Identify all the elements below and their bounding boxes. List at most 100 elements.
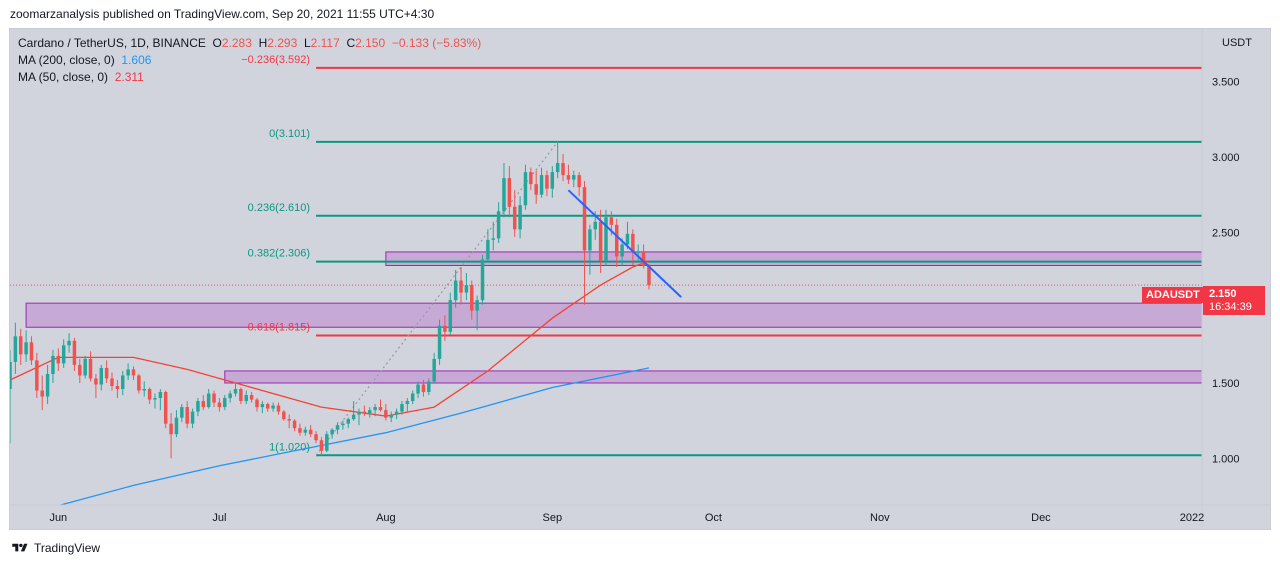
candle-28 — [158, 389, 163, 411]
x-tick-label-5: Nov — [870, 512, 890, 524]
y-tick-label-0: 1.000 — [1212, 453, 1240, 465]
ma200-label: MA (200, close, 0) — [18, 53, 115, 67]
candle-14 — [83, 355, 87, 379]
candle-25 — [142, 381, 146, 397]
candle-55 — [303, 426, 308, 436]
price-axis-unit[interactable]: USDT — [1222, 37, 1252, 49]
candle-69 — [378, 399, 383, 412]
candle-45 — [249, 392, 254, 403]
chart-pane[interactable] — [9, 28, 1271, 530]
candle-body — [174, 417, 179, 435]
candle-body — [609, 217, 614, 225]
publish-info: zoomarzanalysis published on TradingView… — [10, 7, 435, 21]
candle-body — [432, 358, 436, 382]
candle-body — [351, 414, 356, 420]
candle-10 — [61, 339, 66, 368]
candle-body — [631, 233, 635, 252]
candle-body — [217, 402, 222, 408]
candle-body — [147, 389, 152, 400]
candle-body — [287, 419, 291, 421]
ma50-legend-row[interactable]: MA (50, close, 0) 2.311 — [18, 69, 481, 86]
footer-brand[interactable]: TradingView — [34, 541, 101, 555]
candle-body — [604, 217, 608, 261]
candle-41 — [228, 390, 232, 403]
candle-body — [29, 342, 34, 361]
candle-body — [555, 163, 560, 173]
candle-5 — [35, 352, 39, 399]
candle-body — [448, 300, 453, 332]
candle-73 — [400, 401, 404, 415]
y-tick-label-4: 3.000 — [1212, 152, 1240, 164]
candle-body — [56, 355, 61, 364]
candle-body — [545, 175, 549, 189]
candle-80 — [437, 319, 442, 365]
symbol-title[interactable]: Cardano / TetherUS, 1D, BINANCE — [18, 36, 206, 50]
candle-111 — [604, 209, 608, 266]
candle-16 — [94, 373, 98, 399]
candle-body — [368, 410, 372, 414]
candle-56 — [308, 425, 313, 438]
candle-body — [163, 392, 168, 424]
candle-54 — [298, 423, 302, 436]
candle-100 — [545, 170, 549, 197]
candle-74 — [405, 398, 410, 412]
ma200-legend-row[interactable]: MA (200, close, 0) 1.606 — [18, 52, 481, 69]
candle-body — [405, 401, 410, 405]
candle-body — [303, 429, 308, 433]
candle-42 — [233, 382, 238, 397]
candle-89 — [486, 229, 490, 263]
candle-body — [110, 378, 114, 386]
candle-12 — [72, 337, 77, 371]
candle-body — [384, 410, 388, 418]
last-price-tag: 2.150 16:34:39 — [1203, 286, 1265, 315]
candle-body — [416, 384, 420, 394]
y-tick-label-5: 3.500 — [1212, 77, 1240, 89]
candle-82 — [448, 292, 453, 335]
candle-37 — [206, 389, 211, 409]
candle-34 — [190, 408, 195, 429]
fib-level-label-4: 0.618(1.815) — [248, 322, 310, 334]
candle-18 — [104, 360, 109, 383]
candle-body — [185, 407, 189, 424]
candle-body — [561, 163, 565, 176]
candle-36 — [201, 395, 206, 411]
candle-117 — [636, 244, 640, 261]
candle-body — [13, 336, 18, 362]
candle-70 — [384, 404, 388, 421]
candle-43 — [239, 387, 243, 405]
candle-body — [486, 239, 490, 260]
candle-13 — [78, 358, 82, 383]
candle-103 — [561, 154, 565, 182]
candle-body — [593, 221, 598, 230]
candle-body — [496, 211, 501, 239]
candle-body — [362, 411, 367, 414]
candle-67 — [368, 407, 372, 418]
candle-body — [529, 172, 533, 185]
candle-66 — [362, 405, 367, 417]
candle-body — [153, 398, 157, 400]
candle-39 — [217, 398, 222, 412]
candle-35 — [196, 398, 200, 417]
candle-body — [190, 411, 195, 424]
ma50-line — [10, 260, 650, 417]
candle-61 — [335, 422, 340, 435]
candle-49 — [271, 402, 275, 412]
candle-113 — [614, 218, 619, 267]
candle-body — [233, 389, 238, 394]
candle-107 — [582, 181, 587, 305]
candle-body — [18, 336, 23, 355]
candle-body — [314, 434, 318, 441]
candle-body — [625, 233, 630, 245]
candle-body — [78, 364, 82, 376]
support-zone-2 — [224, 370, 1202, 384]
candle-body — [265, 404, 270, 409]
candle-68 — [373, 404, 377, 417]
open-label: O — [212, 36, 222, 50]
candle-body — [142, 389, 146, 391]
tradingview-logo-icon[interactable] — [10, 542, 30, 554]
candle-6 — [40, 375, 44, 411]
high-label: H — [258, 36, 268, 50]
candle-body — [228, 393, 232, 399]
candle-body — [45, 373, 50, 397]
